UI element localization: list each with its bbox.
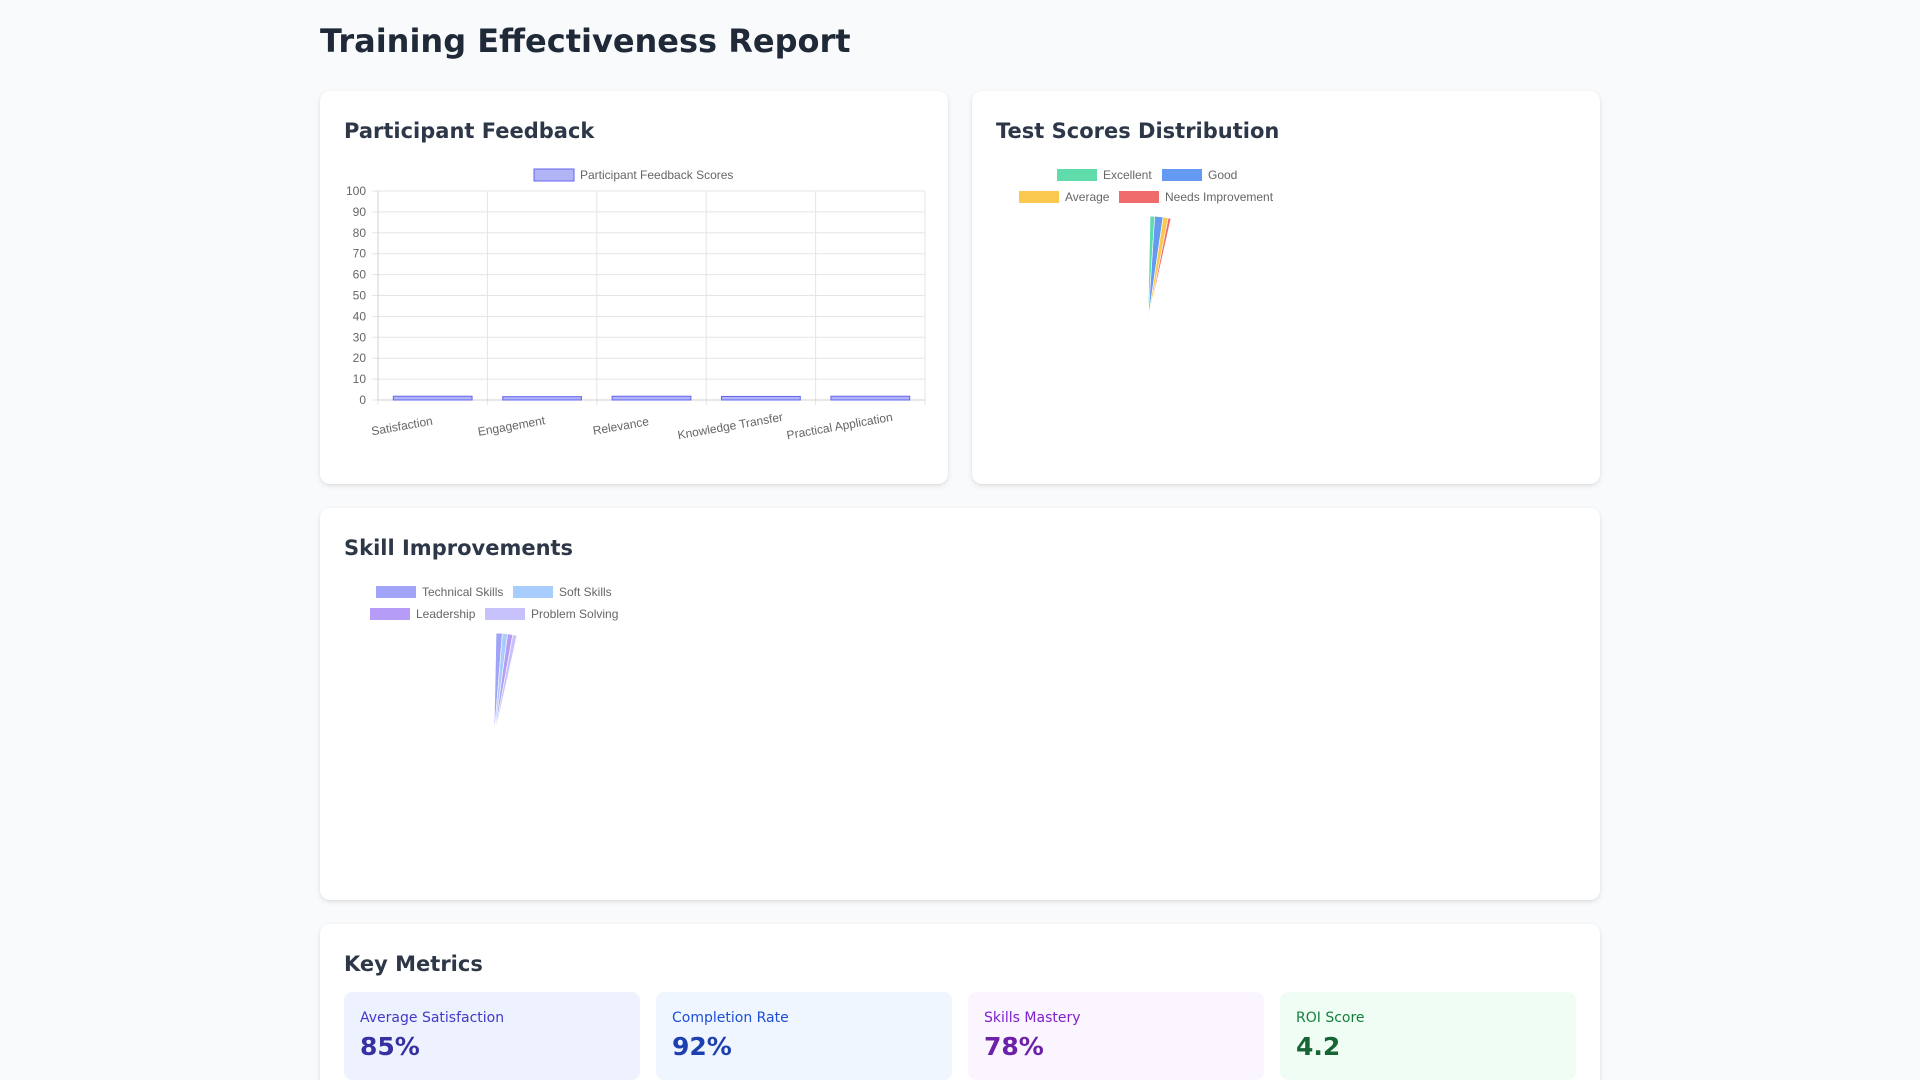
y-tick-label: 80 [353, 226, 367, 240]
y-tick-label: 90 [353, 205, 367, 219]
x-tick-label: Satisfaction [370, 414, 434, 439]
y-tick-label: 70 [353, 247, 367, 261]
metric-value: 92% [672, 1032, 732, 1061]
metric-value: 78% [984, 1032, 1044, 1061]
chart-legend: Participant Feedback Scores [533, 168, 733, 182]
pie-slice [493, 634, 518, 739]
metric-skills-mastery: Skills Mastery 78% [968, 992, 1264, 1080]
legend-label: Participant Feedback Scores [580, 168, 733, 182]
x-tick-label: Relevance [592, 414, 651, 438]
legend-swatch [533, 168, 575, 182]
legend-swatch [513, 586, 553, 598]
bar [611, 395, 692, 401]
y-tick-label: 20 [353, 351, 367, 365]
metric-label: Completion Rate [672, 1010, 789, 1026]
chart-legend: Excellent Good Average Needs Improvement [1019, 168, 1274, 204]
test-scores-title: Test Scores Distribution [996, 119, 1280, 143]
y-tick-label: 40 [353, 309, 367, 323]
metric-average-satisfaction: Average Satisfaction 85% [344, 992, 640, 1080]
legend-swatch [1162, 169, 1202, 181]
key-metrics-card: Key Metrics Average Satisfaction 85% Com… [320, 924, 1600, 1080]
bar [830, 395, 911, 401]
legend-label: Soft Skills [559, 585, 612, 599]
skill-improvements-card: Skill Improvements Technical Skills Soft … [320, 508, 1600, 900]
bar [502, 396, 582, 401]
metric-label: ROI Score [1296, 1010, 1365, 1026]
legend-swatch [370, 608, 410, 620]
y-tick-label: 100 [346, 184, 366, 198]
test-scores-chart: Excellent Good Average Needs Improvement [1019, 168, 1274, 322]
metric-completion-rate: Completion Rate 92% [656, 992, 952, 1080]
legend-swatch [485, 608, 525, 620]
y-tick-label: 50 [353, 289, 367, 303]
participant-feedback-chart: Participant Feedback Scores1009080706050… [346, 168, 926, 442]
legend-label: Needs Improvement [1165, 190, 1274, 204]
skill-improvements-title: Skill Improvements [344, 536, 574, 560]
metric-label: Skills Mastery [984, 1010, 1081, 1026]
bar [721, 395, 801, 401]
metric-label: Average Satisfaction [360, 1010, 505, 1026]
legend-swatch [1019, 191, 1059, 203]
y-tick-label: 60 [353, 268, 367, 282]
chart-legend: Technical Skills Soft Skills Leadership Pro… [370, 585, 618, 621]
legend-label: Average [1065, 190, 1110, 204]
x-tick-label: Engagement [477, 413, 547, 439]
skill-improvements-chart: Technical Skills Soft Skills Leadership Pro… [370, 585, 618, 739]
metric-value: 4.2 [1296, 1032, 1341, 1061]
legend-label: Good [1208, 168, 1237, 182]
legend-label: Problem Solving [531, 607, 618, 621]
legend-label: Excellent [1103, 168, 1152, 182]
y-tick-label: 30 [353, 330, 367, 344]
participant-feedback-card: Participant Feedback Participant Feedbac… [320, 91, 948, 484]
bar [392, 395, 473, 401]
legend-label: Technical Skills [422, 585, 503, 599]
x-tick-label: Knowledge Transfer [676, 410, 784, 442]
legend-label: Leadership [416, 607, 476, 621]
key-metrics-title: Key Metrics [344, 952, 483, 976]
test-scores-card: Test Scores Distribution Excellent Good Av… [972, 91, 1600, 484]
participant-feedback-title: Participant Feedback [344, 119, 595, 143]
pie-slice [1147, 217, 1172, 322]
legend-swatch [376, 586, 416, 598]
metric-roi-score: ROI Score 4.2 [1280, 992, 1576, 1080]
x-tick-label: Practical Application [786, 410, 894, 442]
metric-value: 85% [360, 1032, 420, 1061]
legend-swatch [1119, 191, 1159, 203]
page-title: Training Effectiveness Report [320, 22, 851, 60]
legend-swatch [1057, 169, 1097, 181]
y-tick-label: 10 [353, 372, 367, 386]
y-tick-label: 0 [359, 393, 366, 407]
